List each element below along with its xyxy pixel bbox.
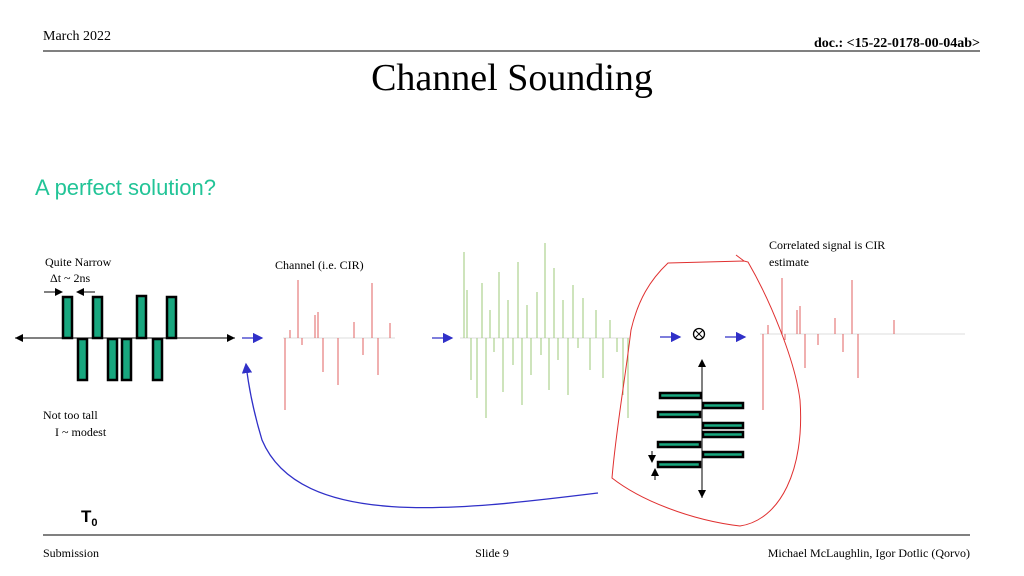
received-signal: [460, 243, 630, 418]
t0-sub: 0: [91, 517, 97, 529]
footer-right: Michael McLaughlin, Igor Dotlic (Qorvo): [768, 546, 970, 560]
footer-left: Submission: [43, 546, 99, 560]
label: Quite Narrow: [45, 255, 112, 269]
subtitle: A perfect solution?: [35, 175, 216, 200]
title: Channel Sounding: [371, 57, 653, 99]
doc-id: doc.: <15-22-0178-00-04ab>: [814, 36, 980, 51]
sequence-bars: [648, 359, 745, 498]
flow-arrows: [241, 327, 747, 509]
correlated-cir: [760, 278, 965, 410]
label: Δt ~ 2ns: [50, 271, 91, 285]
date: March 2022: [43, 29, 111, 44]
t0: T0: [81, 507, 98, 529]
label: Correlated signal is CIR: [769, 238, 885, 252]
t0-main: T: [81, 507, 92, 526]
pulse-train: [15, 294, 235, 382]
label: I ~ modest: [55, 425, 107, 439]
footer-center: Slide 9: [475, 546, 509, 560]
label: Channel (i.e. CIR): [275, 258, 364, 272]
correlation-region: [611, 254, 802, 527]
channel-cir: [283, 280, 395, 410]
label: Not too tall: [43, 408, 98, 422]
label: estimate: [769, 255, 809, 269]
